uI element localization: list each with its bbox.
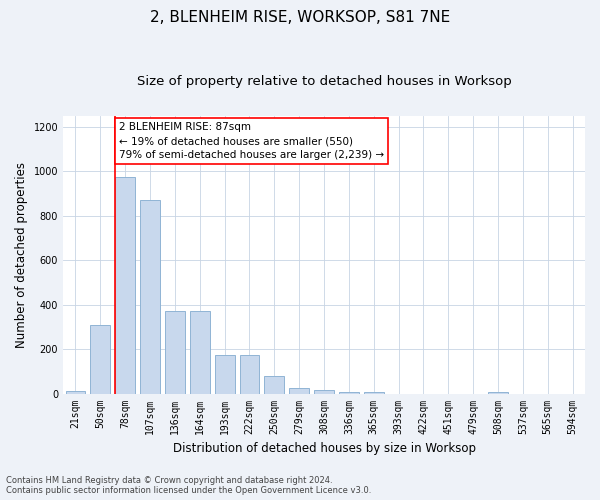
Bar bbox=[140, 200, 160, 394]
Bar bbox=[488, 392, 508, 394]
Bar bbox=[65, 392, 85, 394]
Y-axis label: Number of detached properties: Number of detached properties bbox=[15, 162, 28, 348]
Bar bbox=[314, 390, 334, 394]
Bar bbox=[215, 354, 235, 394]
Bar bbox=[239, 354, 259, 394]
Text: Contains HM Land Registry data © Crown copyright and database right 2024.
Contai: Contains HM Land Registry data © Crown c… bbox=[6, 476, 371, 495]
Text: 2 BLENHEIM RISE: 87sqm
← 19% of detached houses are smaller (550)
79% of semi-de: 2 BLENHEIM RISE: 87sqm ← 19% of detached… bbox=[119, 122, 384, 160]
Bar bbox=[190, 312, 209, 394]
Title: Size of property relative to detached houses in Worksop: Size of property relative to detached ho… bbox=[137, 75, 511, 88]
Bar bbox=[339, 392, 359, 394]
Bar bbox=[289, 388, 309, 394]
Bar bbox=[165, 312, 185, 394]
Bar bbox=[265, 376, 284, 394]
Bar bbox=[115, 176, 135, 394]
Text: 2, BLENHEIM RISE, WORKSOP, S81 7NE: 2, BLENHEIM RISE, WORKSOP, S81 7NE bbox=[150, 10, 450, 25]
Bar bbox=[364, 392, 383, 394]
Bar bbox=[91, 324, 110, 394]
X-axis label: Distribution of detached houses by size in Worksop: Distribution of detached houses by size … bbox=[173, 442, 476, 455]
